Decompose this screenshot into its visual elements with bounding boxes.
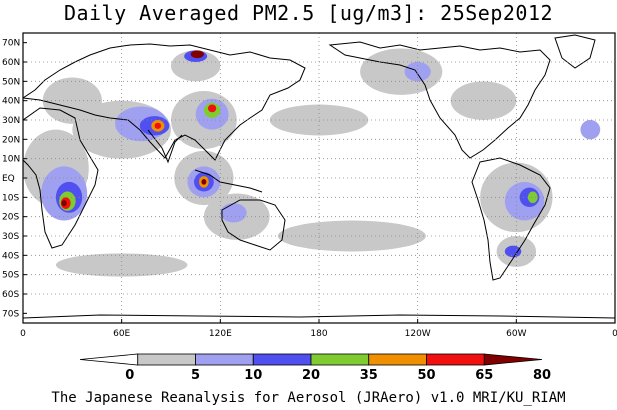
pm25-contour-region: [61, 200, 67, 207]
coastline-india: [147, 129, 183, 164]
colorbar-swatch: [79, 353, 139, 366]
coastline-africa: [23, 107, 99, 249]
coastline-south-america: [471, 157, 551, 281]
lat-tick-label: 20S: [2, 213, 19, 223]
lat-ticks: 70N 60N 50N 40N 30N 20N 10N EQ 10S 20S 30S 40S 50S 60…: [2, 39, 27, 319]
coastline-australia: [221, 199, 286, 251]
lat-tick-label: 20N: [2, 135, 20, 145]
lat-tick-label: 60N: [2, 58, 20, 68]
coastline-indonesia: [194, 169, 263, 193]
pm25-contour-region: [171, 50, 221, 82]
lat-tick-label: 70S: [2, 309, 19, 319]
colorbar: 0 5 10 20 35 50 65 80: [79, 353, 551, 383]
pm25-contour-region: [154, 122, 162, 129]
pm25-contour-region: [527, 191, 538, 204]
colorbar-level-label: 50: [417, 368, 435, 383]
lon-tick-label: 60E: [113, 329, 130, 339]
lat-tick-label: 50S: [2, 271, 19, 281]
coastline-north-america: [328, 41, 551, 159]
lon-tick-label: 0: [612, 329, 617, 339]
colorbar-level-label: 10: [244, 368, 262, 383]
pm25-contour-region: [504, 245, 522, 258]
lat-tick-label: 50N: [2, 77, 20, 87]
colorbar-swatch: [426, 353, 485, 366]
lat-tick-label: 70N: [2, 39, 20, 49]
lat-tick-label: EQ: [2, 174, 15, 184]
colorbar-level-label: 35: [360, 368, 378, 383]
pm25-contour-region: [360, 48, 443, 95]
coastlines: [23, 34, 615, 319]
lat-tick-label: 10N: [2, 155, 20, 165]
lat-tick-label: 10S: [2, 193, 19, 203]
colorbar-level-label: 0: [125, 368, 134, 383]
lon-ticks: 0 60E 120E 180 120W 60W 0: [20, 319, 617, 339]
colorbar-swatch: [368, 353, 427, 366]
pm25-contour-region: [208, 104, 217, 113]
lat-tick-label: 30N: [2, 116, 20, 126]
colorbar-swatch: [483, 353, 543, 366]
lat-tick-label: 30S: [2, 232, 19, 242]
colorbar-level-label: 65: [475, 368, 493, 383]
colorbar-swatch: [137, 353, 196, 366]
lat-tick-label: 40N: [2, 97, 20, 107]
pm25-contour-region: [220, 203, 247, 223]
lon-tick-label: 60W: [506, 329, 526, 339]
coastline-antarctica: [23, 314, 615, 319]
colorbar-level-label: 20: [302, 368, 320, 383]
colorbar-level-label: 80: [533, 368, 551, 383]
lon-tick-label: 120E: [209, 329, 232, 339]
map-title: Daily Averaged PM2.5 [ug/m3]: 25Sep2012: [63, 1, 554, 25]
lat-tick-label: 60S: [2, 290, 19, 300]
colorbar-swatch: [310, 353, 370, 366]
footer-credit: The Japanese Reanalysis for Aerosol (JRA…: [51, 390, 566, 406]
coastline-eurasia: [23, 43, 306, 161]
pm25-contour-region: [404, 61, 431, 82]
lon-tick-label: 120W: [405, 329, 431, 339]
coastline-greenland: [554, 34, 596, 69]
pm25-contour-region: [201, 178, 207, 185]
colorbar-swatch: [195, 353, 254, 366]
colorbar-swatch: [252, 353, 312, 366]
lon-tick-label: 180: [310, 329, 327, 339]
pm25-contour-region: [190, 50, 204, 59]
graticule: [23, 33, 615, 323]
lon-tick-label: 0: [20, 329, 26, 339]
pm25-contour-region: [580, 120, 601, 140]
lat-tick-label: 40S: [2, 251, 19, 261]
colorbar-level-label: 5: [191, 368, 200, 383]
